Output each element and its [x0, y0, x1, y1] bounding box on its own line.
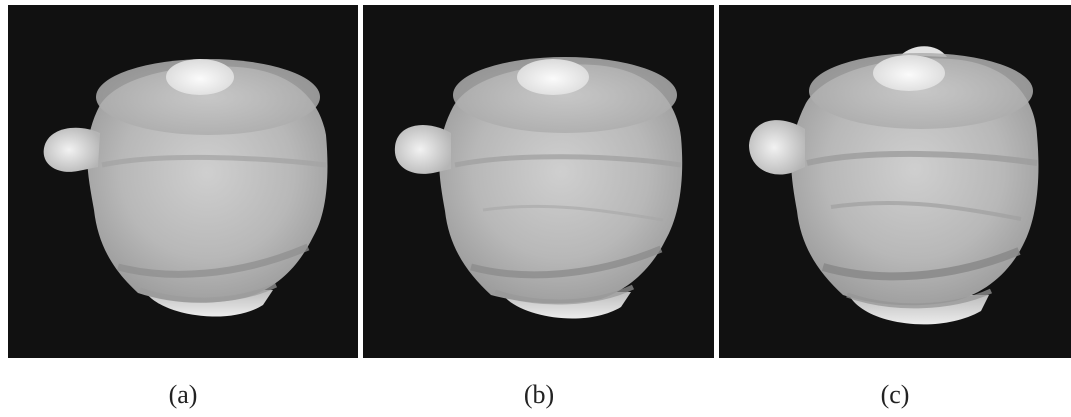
top-opening: [166, 59, 234, 95]
side-knob: [749, 120, 805, 175]
panel-b: [363, 5, 714, 358]
top-rim: [96, 59, 320, 135]
caption-a: (a): [168, 380, 198, 409]
side-knob: [43, 127, 100, 172]
side-knob: [394, 124, 451, 174]
band-bottom: [846, 288, 993, 309]
panel-a: [8, 5, 358, 358]
band-bottom: [139, 282, 278, 303]
surface-render-c: [749, 46, 1039, 325]
band-mid: [482, 204, 664, 222]
surface-render-b: [394, 57, 683, 319]
caption-b: (b): [523, 380, 555, 409]
top-opening: [517, 59, 589, 95]
band-mid: [830, 200, 1022, 221]
top-rim: [809, 53, 1033, 129]
top-rim: [453, 57, 677, 133]
panel-c: [719, 5, 1071, 358]
caption-c: (c): [880, 380, 910, 409]
band-upper: [806, 150, 1038, 166]
band-lower: [117, 243, 310, 278]
band-lower: [470, 245, 663, 279]
band-upper: [454, 154, 682, 168]
surface-render-a: [43, 59, 328, 317]
top-opening: [873, 55, 945, 91]
band-lower: [821, 247, 1021, 281]
band-upper: [101, 154, 327, 168]
band-bottom: [494, 284, 635, 305]
